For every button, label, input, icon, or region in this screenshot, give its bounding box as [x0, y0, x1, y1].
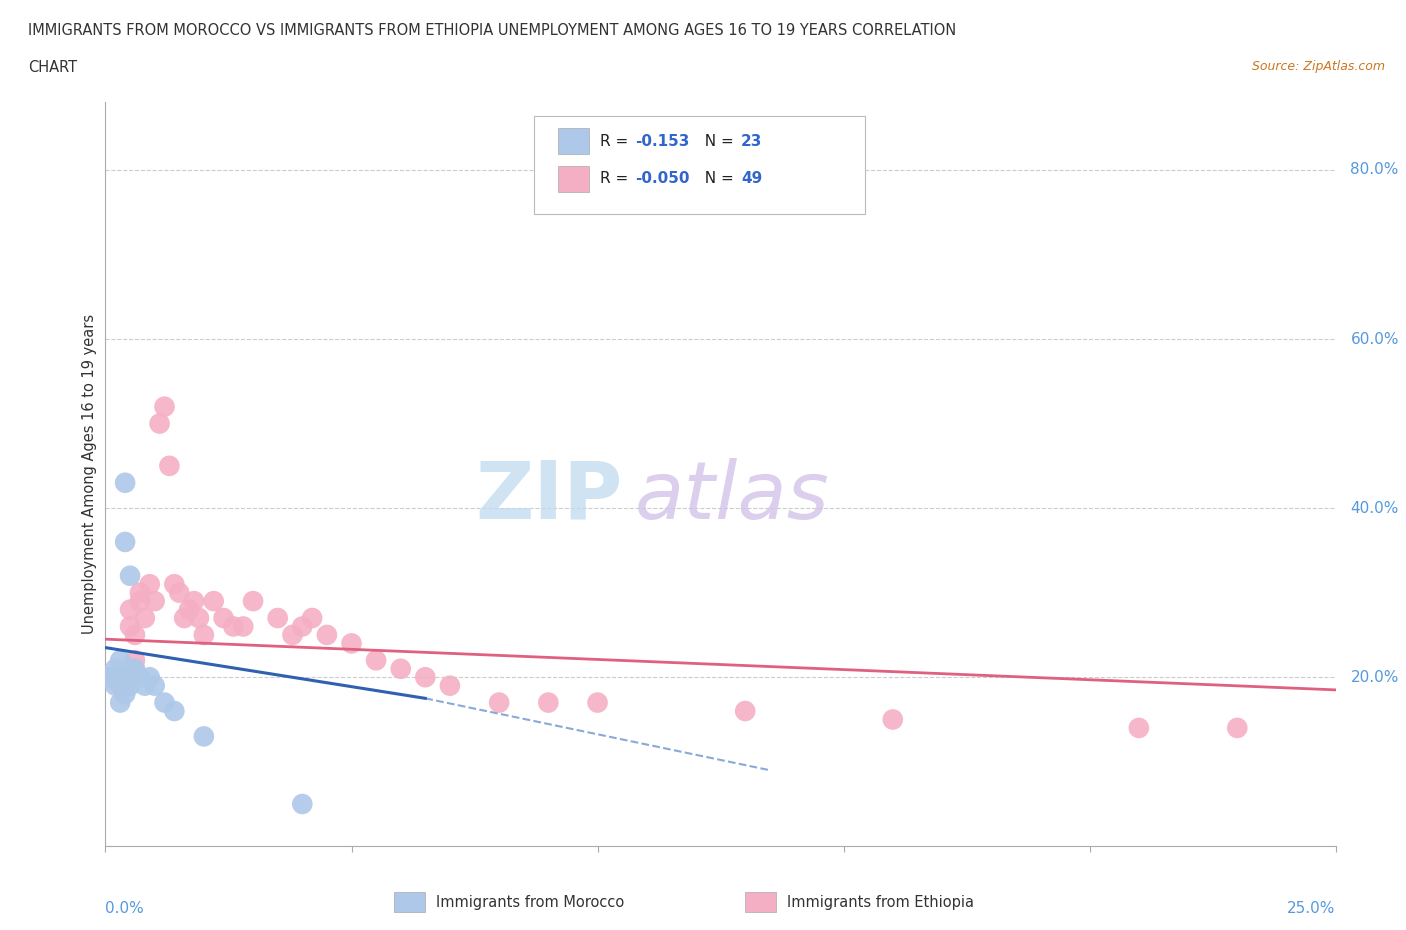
Point: [124, 628, 146, 643]
Point: [120, 661, 141, 676]
Point: [212, 611, 235, 626]
Point: [120, 678, 141, 693]
Point: [120, 670, 141, 684]
Point: [163, 577, 186, 591]
Point: [188, 611, 211, 626]
Point: [163, 704, 186, 719]
Text: -0.153: -0.153: [636, 134, 690, 149]
Point: [153, 399, 176, 414]
Text: 23: 23: [741, 134, 762, 149]
Point: [124, 653, 146, 668]
Point: [114, 475, 136, 490]
Point: [366, 653, 388, 668]
Point: [315, 628, 337, 643]
Point: [129, 670, 152, 684]
Point: [104, 670, 127, 684]
Text: 25.0%: 25.0%: [1288, 901, 1336, 916]
Point: [301, 611, 323, 626]
Point: [120, 670, 141, 684]
Y-axis label: Unemployment Among Ages 16 to 19 years: Unemployment Among Ages 16 to 19 years: [82, 314, 97, 634]
Point: [110, 678, 132, 693]
Point: [488, 695, 510, 710]
Point: [340, 636, 363, 651]
Text: N =: N =: [695, 134, 738, 149]
Point: [291, 797, 314, 812]
Point: [104, 678, 127, 693]
Point: [734, 704, 756, 719]
Point: [104, 661, 127, 676]
Point: [222, 619, 245, 634]
Text: N =: N =: [695, 171, 738, 186]
Point: [110, 670, 132, 684]
Point: [537, 695, 560, 710]
Text: Immigrants from Ethiopia: Immigrants from Ethiopia: [787, 895, 974, 910]
Point: [1226, 721, 1249, 736]
Point: [138, 577, 162, 591]
Point: [143, 593, 166, 608]
Text: 60.0%: 60.0%: [1350, 331, 1399, 347]
Point: [114, 686, 136, 701]
Text: ZIP: ZIP: [475, 458, 621, 536]
Point: [129, 585, 152, 600]
Point: [291, 619, 314, 634]
Text: IMMIGRANTS FROM MOROCCO VS IMMIGRANTS FROM ETHIOPIA UNEMPLOYMENT AMONG AGES 16 T: IMMIGRANTS FROM MOROCCO VS IMMIGRANTS FR…: [28, 23, 956, 38]
Text: 0.0%: 0.0%: [105, 901, 145, 916]
Point: [193, 628, 215, 643]
Text: R =: R =: [600, 134, 634, 149]
Text: -0.050: -0.050: [636, 171, 690, 186]
Point: [882, 712, 904, 727]
Point: [134, 678, 156, 693]
Point: [232, 619, 254, 634]
Point: [98, 670, 122, 684]
Text: CHART: CHART: [28, 60, 77, 75]
Point: [138, 670, 162, 684]
Text: 49: 49: [741, 171, 762, 186]
Point: [193, 729, 215, 744]
Point: [173, 611, 195, 626]
Point: [120, 619, 141, 634]
Text: 40.0%: 40.0%: [1350, 500, 1399, 515]
Point: [149, 416, 172, 431]
Text: Source: ZipAtlas.com: Source: ZipAtlas.com: [1251, 60, 1385, 73]
Point: [202, 593, 225, 608]
Point: [389, 661, 412, 676]
Point: [114, 670, 136, 684]
Point: [129, 593, 152, 608]
Text: atlas: atlas: [634, 458, 830, 536]
Point: [179, 602, 201, 617]
Point: [267, 611, 290, 626]
Point: [110, 653, 132, 668]
Point: [159, 458, 180, 473]
Point: [153, 695, 176, 710]
Text: 20.0%: 20.0%: [1350, 670, 1399, 684]
Point: [242, 593, 264, 608]
Point: [110, 670, 132, 684]
Text: Immigrants from Morocco: Immigrants from Morocco: [436, 895, 624, 910]
Point: [586, 695, 609, 710]
Point: [413, 670, 436, 684]
Point: [143, 678, 166, 693]
Point: [124, 670, 146, 684]
Point: [114, 670, 136, 684]
Point: [281, 628, 304, 643]
Text: R =: R =: [600, 171, 634, 186]
Point: [120, 602, 141, 617]
Point: [134, 611, 156, 626]
Point: [1128, 721, 1150, 736]
Point: [104, 670, 127, 684]
Point: [120, 568, 141, 583]
Point: [169, 585, 191, 600]
Point: [439, 678, 461, 693]
Point: [98, 670, 122, 684]
Point: [124, 661, 146, 676]
Point: [183, 593, 205, 608]
Point: [110, 695, 132, 710]
Point: [114, 535, 136, 550]
Text: 80.0%: 80.0%: [1350, 163, 1399, 178]
